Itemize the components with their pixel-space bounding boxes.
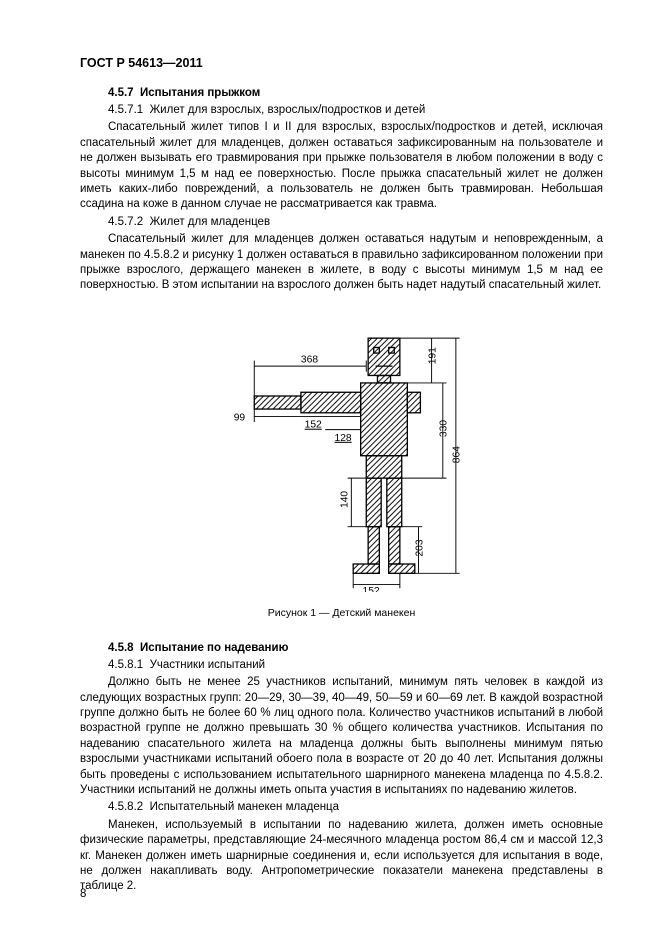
clause-number: 4.5.7.2	[108, 216, 143, 228]
clause-4572-body: Спасательный жилет для младенцев должен …	[80, 232, 603, 294]
dim-191: 191	[427, 347, 438, 364]
clause-title: Жилет для младенцев	[150, 216, 271, 228]
dim-128: 128	[334, 433, 351, 444]
document-id: ГОСТ Р 54613—2011	[80, 56, 603, 70]
mannequin-diagram: 368 99 152 128 191 330 864 140 203 152	[202, 312, 482, 592]
section-457-heading: 4.5.7 Испытания прыжком	[80, 86, 603, 101]
clause-4582-body: Манекен, используемый в испытании по над…	[80, 818, 603, 895]
dim-368: 368	[300, 354, 317, 365]
section-458-heading: 4.5.8 Испытание по надеванию	[80, 641, 603, 656]
page-number: 8	[80, 888, 86, 900]
clause-number: 4.5.8.2	[108, 801, 143, 813]
section-title: Испытания прыжком	[140, 87, 260, 99]
figure-1-caption: Рисунок 1 — Детский манекен	[80, 607, 603, 619]
clause-4581-body: Должно быть не менее 25 участников испыт…	[80, 675, 603, 798]
clause-number: 4.5.8.1	[108, 659, 143, 671]
dim-864: 864	[451, 446, 462, 463]
figure-1: 368 99 152 128 191 330 864 140 203 152	[80, 312, 603, 597]
clause-4572-heading: 4.5.7.2 Жилет для младенцев	[80, 215, 603, 230]
dim-99: 99	[233, 412, 245, 423]
clause-title: Испытательный манекен младенца	[150, 801, 339, 813]
dim-140: 140	[339, 490, 350, 507]
dim-203: 203	[414, 539, 425, 556]
clause-title: Участники испытаний	[150, 659, 266, 671]
dim-330: 330	[438, 419, 449, 436]
dim-152a: 152	[304, 420, 321, 431]
clause-title: Жилет для взрослых, взрослых/подростков …	[150, 104, 426, 116]
clause-4571-heading: 4.5.7.1 Жилет для взрослых, взрослых/под…	[80, 103, 603, 118]
dim-152b: 152	[362, 586, 379, 592]
section-number: 4.5.8	[108, 642, 134, 654]
section-number: 4.5.7	[108, 87, 134, 99]
clause-number: 4.5.7.1	[108, 104, 143, 116]
section-title: Испытание по надеванию	[140, 642, 288, 654]
clause-4581-heading: 4.5.8.1 Участники испытаний	[80, 658, 603, 673]
clause-4582-heading: 4.5.8.2 Испытательный манекен младенца	[80, 800, 603, 815]
clause-4571-body: Спасательный жилет типов I и II для взро…	[80, 120, 603, 212]
